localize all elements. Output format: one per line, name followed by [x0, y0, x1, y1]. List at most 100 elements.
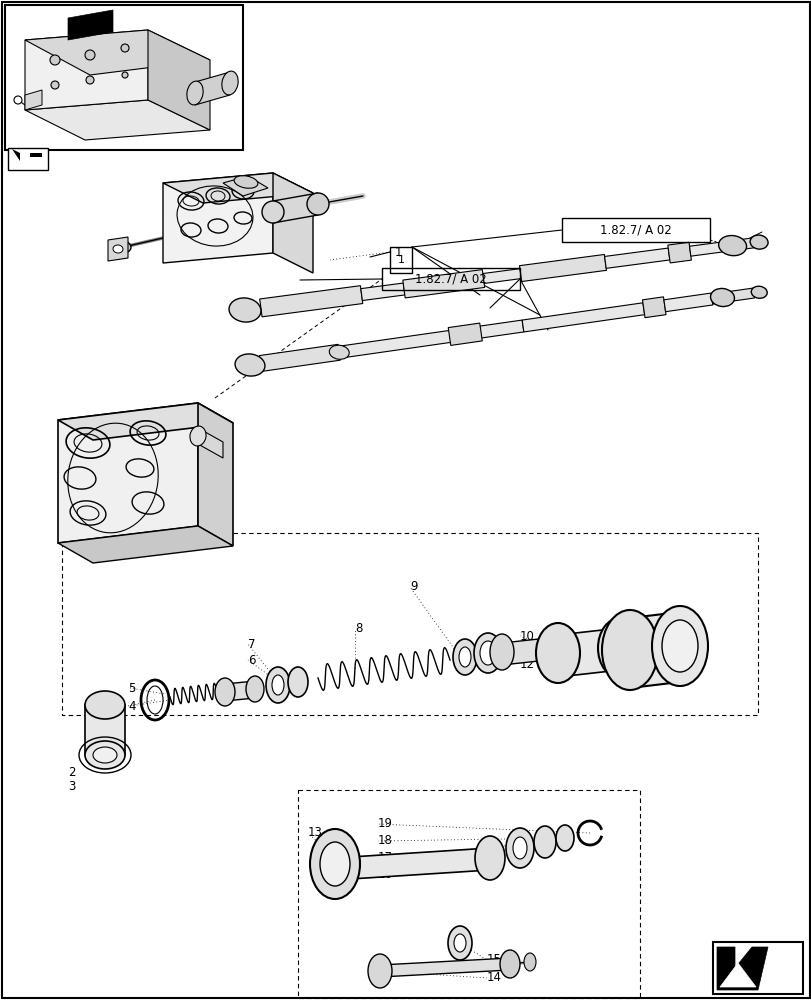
Circle shape — [86, 76, 94, 84]
Text: 18: 18 — [378, 834, 393, 847]
Ellipse shape — [320, 842, 350, 886]
Ellipse shape — [85, 691, 125, 719]
Text: 9: 9 — [410, 580, 417, 593]
Text: 12: 12 — [519, 658, 534, 670]
Polygon shape — [380, 958, 509, 977]
Ellipse shape — [221, 71, 238, 95]
Polygon shape — [272, 193, 318, 223]
Ellipse shape — [288, 667, 307, 697]
Polygon shape — [272, 173, 312, 273]
Polygon shape — [663, 293, 712, 312]
Text: 11: 11 — [519, 644, 534, 656]
Text: 5: 5 — [128, 682, 135, 694]
Polygon shape — [689, 242, 722, 256]
Ellipse shape — [661, 620, 697, 672]
Polygon shape — [667, 242, 690, 263]
Polygon shape — [629, 612, 679, 688]
Text: 1: 1 — [397, 255, 404, 265]
Text: 1.82.7/ A 02: 1.82.7/ A 02 — [599, 224, 671, 237]
Polygon shape — [12, 149, 20, 161]
Bar — [561, 218, 709, 242]
Ellipse shape — [523, 953, 535, 971]
Polygon shape — [148, 30, 210, 130]
Polygon shape — [519, 254, 606, 282]
Ellipse shape — [651, 606, 707, 686]
Circle shape — [51, 81, 59, 89]
Polygon shape — [720, 237, 759, 252]
Polygon shape — [58, 403, 233, 440]
Ellipse shape — [329, 345, 349, 359]
Polygon shape — [85, 705, 125, 755]
Polygon shape — [198, 403, 233, 546]
Ellipse shape — [601, 610, 657, 690]
Bar — [5, 5, 242, 150]
Text: 1: 1 — [394, 245, 402, 258]
Polygon shape — [719, 963, 755, 987]
Polygon shape — [25, 90, 42, 110]
Text: 16: 16 — [378, 868, 393, 882]
Ellipse shape — [458, 647, 470, 667]
Polygon shape — [223, 176, 268, 196]
Ellipse shape — [474, 633, 501, 673]
Polygon shape — [260, 286, 363, 317]
Ellipse shape — [535, 623, 579, 683]
Polygon shape — [12, 153, 42, 157]
Ellipse shape — [453, 639, 476, 675]
Polygon shape — [402, 270, 484, 298]
Circle shape — [122, 72, 128, 78]
Polygon shape — [604, 248, 669, 268]
Polygon shape — [483, 269, 521, 283]
Polygon shape — [259, 344, 340, 371]
Text: 3: 3 — [68, 780, 75, 793]
Bar — [712, 942, 802, 994]
Circle shape — [121, 44, 129, 52]
Polygon shape — [710, 288, 753, 304]
Ellipse shape — [605, 628, 633, 668]
Polygon shape — [335, 848, 489, 880]
Polygon shape — [198, 428, 223, 458]
Ellipse shape — [556, 825, 573, 851]
Polygon shape — [225, 681, 255, 701]
Polygon shape — [108, 237, 128, 261]
Ellipse shape — [190, 426, 206, 446]
Polygon shape — [163, 173, 312, 203]
Ellipse shape — [85, 741, 125, 769]
Text: 4: 4 — [128, 700, 135, 712]
Polygon shape — [58, 526, 233, 563]
Ellipse shape — [93, 747, 117, 763]
Polygon shape — [642, 297, 665, 318]
Ellipse shape — [749, 235, 767, 249]
Text: 8: 8 — [354, 621, 362, 634]
Polygon shape — [716, 947, 767, 990]
Bar — [389, 247, 411, 273]
Polygon shape — [448, 323, 482, 345]
Text: 13: 13 — [307, 826, 323, 839]
Circle shape — [14, 96, 22, 104]
Ellipse shape — [513, 837, 526, 859]
Ellipse shape — [489, 634, 513, 670]
Text: 2: 2 — [68, 766, 75, 780]
Text: 19: 19 — [378, 817, 393, 830]
Polygon shape — [338, 320, 523, 358]
Ellipse shape — [113, 245, 122, 253]
Ellipse shape — [750, 286, 766, 298]
Ellipse shape — [229, 298, 260, 322]
Ellipse shape — [307, 193, 328, 215]
Ellipse shape — [474, 836, 504, 880]
Text: 17: 17 — [378, 851, 393, 864]
Ellipse shape — [448, 926, 471, 960]
Text: 14: 14 — [487, 971, 501, 984]
Bar — [381, 268, 519, 290]
Polygon shape — [557, 628, 620, 677]
Ellipse shape — [453, 934, 466, 952]
Ellipse shape — [718, 236, 745, 256]
Polygon shape — [521, 303, 644, 332]
Ellipse shape — [500, 950, 519, 978]
Polygon shape — [58, 403, 198, 543]
Polygon shape — [163, 173, 272, 263]
Text: 15: 15 — [487, 953, 501, 966]
Bar — [8, 148, 48, 170]
Ellipse shape — [710, 288, 734, 307]
Polygon shape — [501, 638, 547, 665]
Ellipse shape — [310, 829, 359, 899]
